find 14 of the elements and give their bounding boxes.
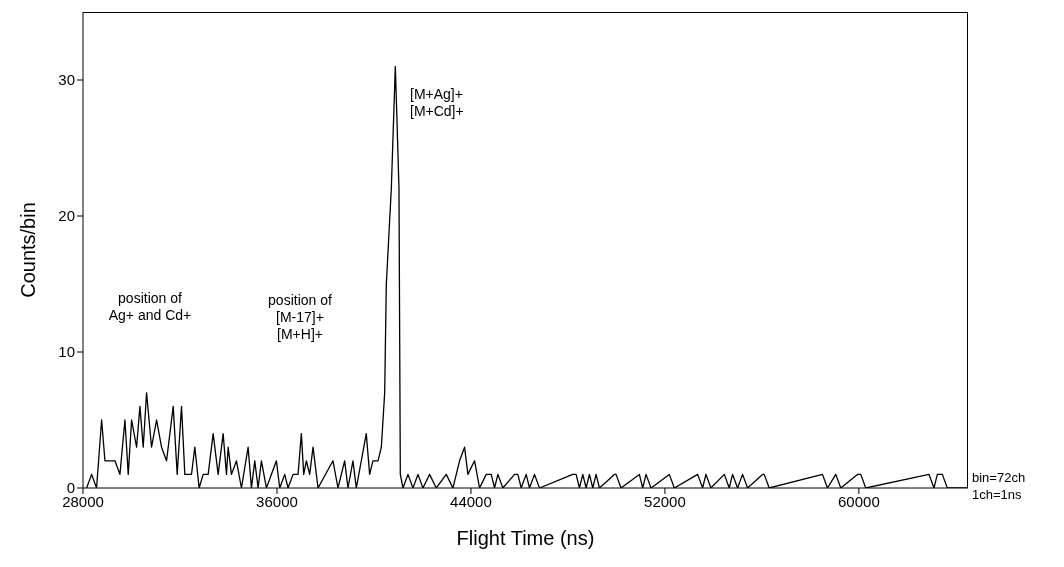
x-tick-label: 44000: [450, 492, 492, 510]
y-tick-label: 20: [58, 207, 75, 225]
y-tick-label: 30: [58, 71, 75, 89]
x-tick-label: 36000: [256, 492, 298, 510]
text: 1ch=1ns: [972, 487, 1023, 503]
x-axis-title: Flight Time (ns): [456, 527, 595, 549]
x-tick-label: 60000: [838, 492, 880, 510]
y-tick-label: 10: [58, 343, 75, 361]
annotation: [M+Ag]+ [M+Cd]+: [410, 86, 500, 120]
y-axis-title: Counts/bin: [17, 202, 40, 298]
x-tick-label: 52000: [644, 492, 686, 510]
text: bin=72ch: [972, 470, 1027, 486]
annotation: position of Ag+ and Cd+: [95, 290, 205, 324]
annotation: position of [M-17]+ [M+H]+: [250, 292, 350, 343]
